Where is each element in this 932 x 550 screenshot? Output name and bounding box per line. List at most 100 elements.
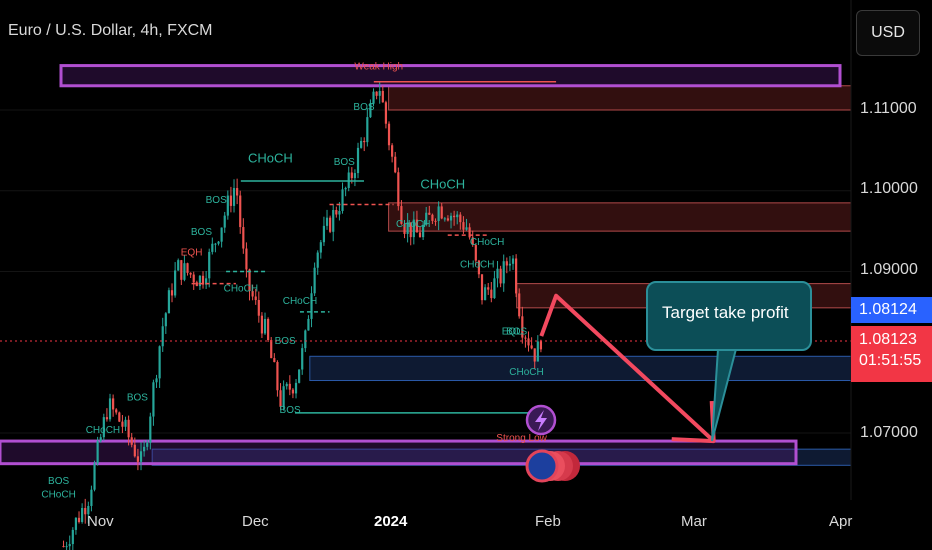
candle-body [232,188,236,206]
candle-body [465,227,468,230]
projection-arrow [539,293,716,444]
candle-body [372,91,375,104]
candle-body [105,417,109,420]
candle-body [403,223,406,234]
resistance-zone [388,202,852,232]
candle-body [381,90,384,103]
smc-label: CHoCH [224,284,258,295]
candle-body [146,442,149,447]
candle-body [505,261,508,266]
bid-price-box: 1.08123 01:51:55 [851,326,932,382]
candle-body [521,316,524,338]
candle-body [205,278,208,285]
projection-arrowhead [671,400,716,444]
smc-label: BOS [280,405,301,416]
icons-layer [525,404,580,483]
candle-body [263,318,267,334]
candle-body [257,300,260,316]
candle-body [177,260,180,271]
candle-body [329,217,332,232]
candle-body [186,263,189,273]
candle-body [223,215,226,228]
candle-body [84,507,87,515]
candle-body [77,517,81,522]
currency-button[interactable]: USD [856,10,920,56]
smc-label: Strong Low [496,433,547,444]
candle-body [325,217,329,226]
candle-body [425,212,428,225]
candle-body [102,417,105,438]
candle-body [437,206,440,222]
candle-body [409,222,412,238]
candle-body [112,398,115,410]
candle-body [195,282,198,287]
smc-label: BOS [353,102,374,113]
candle-body [422,224,425,238]
candle-body [149,416,152,443]
last-price-tag: 1.08124 [851,297,932,323]
candle-body [279,390,282,407]
candle-body [96,441,99,464]
candle-body [511,258,515,264]
candle-body [344,187,347,190]
time-tick-label: Mar [681,513,707,530]
smc-label: BOS [506,326,527,337]
candle-body [118,412,121,422]
candle-body [363,140,366,143]
candle-body [533,348,536,362]
candle-body [394,156,397,173]
candle-body [527,338,530,346]
smc-label: Weak High [354,62,403,73]
candle-body [397,172,400,207]
candle-body [93,463,96,490]
candle-body [239,195,242,228]
projection-path [539,293,716,443]
candle-body [170,290,174,296]
candle-body [375,91,378,96]
candle-body [332,210,335,232]
candle-body [164,313,167,327]
candle-body [121,421,124,427]
candle-body [431,214,434,221]
candle-body [406,222,409,234]
candle-body [136,456,140,462]
smc-label: CHoCH [420,176,465,191]
candle-body [502,261,505,284]
candle-body [335,210,338,215]
bid-price-tag: 1.08123 [859,331,917,348]
candle-body [226,195,229,216]
resistance-zone [388,85,852,111]
lightning-icon[interactable] [525,404,557,436]
candle-body [229,195,233,206]
time-tick-label: Apr [829,513,853,530]
candle-body [251,291,254,297]
candle-body [152,382,155,417]
eu-flag-icon[interactable] [525,449,580,483]
candle-body [391,145,394,157]
candle-body [242,227,245,249]
price-tick-label: 1.10000 [860,180,918,197]
candle-body [518,293,521,317]
candle-body [471,237,474,245]
time-tick-label: Nov [87,513,114,530]
smc-label: BOS [334,157,355,168]
candle-body [449,215,453,221]
candle-body [487,287,490,290]
candle-body [65,546,68,548]
smc-labels: Weak High Strong Low CHoCH CHoCH CHoCH CHoCH C… [41,62,547,501]
time-tick-label: Dec [242,513,269,530]
smc-label: CHoCH [509,367,543,378]
candle-body [254,296,257,301]
purple_box-zone [0,439,798,466]
target-callout[interactable]: Target take profit [646,281,812,351]
candle-body [127,419,130,438]
candle-body [276,362,279,391]
purple_box-zone [59,64,842,88]
candle-body [133,444,136,457]
candle-body [400,206,403,224]
bar-countdown: 01:51:55 [859,352,922,369]
candle-body [307,318,310,331]
smc-label: CHoCH [460,259,494,270]
candle-body [211,243,214,252]
